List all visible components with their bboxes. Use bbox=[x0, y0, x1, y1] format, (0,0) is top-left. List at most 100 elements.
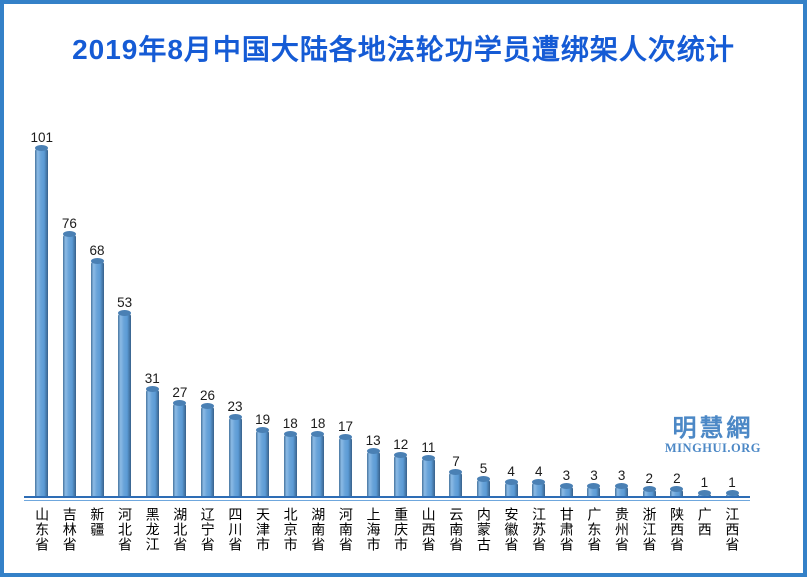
bar-slot: 17 bbox=[332, 419, 360, 496]
bar bbox=[725, 490, 739, 496]
category-label: 内蒙古 bbox=[475, 507, 492, 552]
bar bbox=[670, 486, 684, 496]
category-slot: 吉林省 bbox=[56, 507, 84, 552]
category-slot: 河北省 bbox=[111, 507, 139, 552]
category-label: 江西省 bbox=[724, 507, 741, 552]
bar-slot: 26 bbox=[194, 388, 222, 496]
bar-value-label: 4 bbox=[535, 464, 543, 479]
category-label: 贵州省 bbox=[613, 507, 630, 552]
bar-slot: 31 bbox=[138, 371, 166, 496]
bar-value-label: 7 bbox=[452, 454, 460, 469]
bar-slot: 5 bbox=[470, 461, 498, 496]
category-label: 天津市 bbox=[255, 507, 272, 552]
category-label: 湖南省 bbox=[310, 507, 327, 552]
category-slot: 江苏省 bbox=[525, 507, 553, 552]
category-slot: 安徽省 bbox=[497, 507, 525, 552]
category-slot: 黑龙江 bbox=[138, 507, 166, 552]
bar bbox=[642, 486, 656, 496]
bar-slot: 3 bbox=[580, 468, 608, 496]
bar-slot: 2 bbox=[635, 471, 663, 496]
category-label: 山西省 bbox=[420, 507, 437, 552]
bar-slot: 3 bbox=[608, 468, 636, 496]
bar bbox=[504, 479, 518, 496]
bar-slot: 68 bbox=[83, 243, 111, 496]
bar-slot: 4 bbox=[497, 464, 525, 496]
bar-value-label: 1 bbox=[728, 475, 736, 490]
category-slot: 陕西省 bbox=[663, 507, 691, 552]
bar-value-label: 53 bbox=[117, 295, 133, 310]
category-label: 四川省 bbox=[227, 507, 244, 552]
category-slot: 湖南省 bbox=[304, 507, 332, 552]
bar-slot: 53 bbox=[111, 295, 139, 496]
category-slot: 河南省 bbox=[332, 507, 360, 552]
bar-value-label: 18 bbox=[310, 416, 326, 431]
bar bbox=[697, 490, 711, 496]
bar-slot: 4 bbox=[525, 464, 553, 496]
bar-value-label: 3 bbox=[617, 468, 626, 483]
category-slot: 天津市 bbox=[249, 507, 277, 552]
category-slot: 甘肃省 bbox=[553, 507, 581, 552]
bar-value-label: 101 bbox=[30, 130, 54, 145]
category-slot: 上海市 bbox=[359, 507, 387, 552]
bar bbox=[90, 258, 104, 496]
bar-value-label: 2 bbox=[673, 471, 681, 486]
plot-area: 101 76 68 53 31 27 26 23 19 18 18 17 13 12 11 7 5 4 4 3 3 3 2 2… bbox=[28, 124, 746, 496]
bar-value-label: 19 bbox=[255, 412, 271, 427]
bar-value-label: 11 bbox=[421, 440, 436, 455]
category-label: 陕西省 bbox=[669, 507, 686, 552]
bar-value-label: 13 bbox=[365, 433, 381, 448]
category-slot: 贵州省 bbox=[608, 507, 636, 552]
category-slot: 浙江省 bbox=[635, 507, 663, 552]
bar bbox=[449, 469, 463, 496]
category-label: 上海市 bbox=[365, 507, 382, 552]
category-slot: 云南省 bbox=[442, 507, 470, 552]
bar-value-label: 23 bbox=[227, 399, 243, 414]
category-label: 河南省 bbox=[337, 507, 354, 552]
category-slot: 山东省 bbox=[28, 507, 56, 552]
category-labels: 山东省 吉林省 新疆 河北省 黑龙江 湖北省 辽宁省 四川省 天津市 北京市 湖南省 河南省 上海市 重庆… bbox=[28, 507, 746, 552]
bar-slot: 1 bbox=[691, 475, 719, 496]
category-label: 新疆 bbox=[89, 507, 106, 537]
bar-slot: 13 bbox=[359, 433, 387, 496]
category-label: 吉林省 bbox=[61, 507, 78, 552]
bar-value-label: 68 bbox=[89, 243, 105, 258]
category-label: 甘肃省 bbox=[558, 507, 575, 552]
category-label: 广西 bbox=[696, 507, 713, 537]
bar-slot: 7 bbox=[442, 454, 470, 496]
bar-slot: 11 bbox=[415, 440, 443, 496]
category-label: 黑龙江 bbox=[144, 507, 161, 552]
chart-title: 2019年8月中国大陆各地法轮功学员遭绑架人次统计 bbox=[72, 34, 735, 65]
bar bbox=[283, 431, 297, 496]
bar-slot: 76 bbox=[56, 216, 84, 496]
watermark-logo-cn: 明慧網 bbox=[672, 415, 754, 442]
bar-slot: 12 bbox=[387, 437, 415, 496]
bar bbox=[228, 414, 242, 496]
bar-value-label: 27 bbox=[172, 385, 188, 400]
bar bbox=[145, 386, 159, 496]
category-label: 河北省 bbox=[116, 507, 133, 552]
bar bbox=[587, 483, 601, 496]
category-slot: 重庆市 bbox=[387, 507, 415, 552]
bar bbox=[200, 403, 214, 496]
bar-slot: 101 bbox=[28, 130, 56, 496]
bar bbox=[532, 479, 546, 496]
bar bbox=[366, 448, 380, 496]
x-axis-line-shadow bbox=[24, 500, 750, 501]
bar bbox=[339, 434, 352, 496]
category-slot: 山西省 bbox=[415, 507, 443, 552]
category-label: 山东省 bbox=[34, 507, 51, 552]
x-axis-line bbox=[24, 496, 750, 498]
bar bbox=[615, 483, 629, 496]
bar-slot: 19 bbox=[249, 412, 277, 496]
bar bbox=[173, 400, 187, 496]
category-slot: 湖北省 bbox=[166, 507, 194, 552]
category-label: 湖北省 bbox=[172, 507, 189, 552]
category-label: 重庆市 bbox=[393, 507, 410, 552]
bar bbox=[421, 455, 435, 496]
bar bbox=[311, 431, 325, 496]
bar bbox=[35, 145, 49, 496]
category-slot: 内蒙古 bbox=[470, 507, 498, 552]
bar bbox=[256, 427, 270, 496]
category-slot: 广西 bbox=[691, 507, 719, 552]
